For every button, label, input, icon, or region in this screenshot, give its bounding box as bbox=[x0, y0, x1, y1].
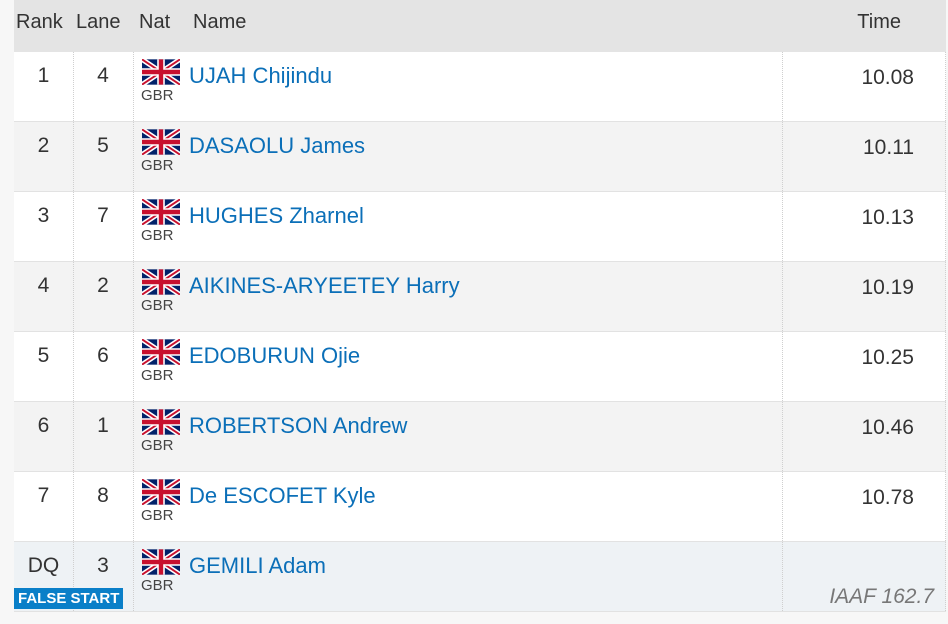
column-divider bbox=[782, 122, 783, 191]
rank: 5 bbox=[37, 344, 50, 367]
column-divider bbox=[782, 52, 783, 121]
athlete-name[interactable]: EDOBURUN Ojie bbox=[189, 343, 361, 368]
column-divider bbox=[945, 52, 946, 121]
column-divider bbox=[133, 122, 134, 191]
column-divider bbox=[782, 402, 783, 471]
column-divider bbox=[782, 262, 783, 331]
status-badge: FALSE START bbox=[14, 588, 124, 609]
column-divider bbox=[945, 542, 946, 611]
time: 10.19 bbox=[861, 276, 914, 299]
time: 10.08 bbox=[861, 66, 914, 89]
rule-note: IAAF 162.7 bbox=[829, 585, 934, 608]
flag-icon bbox=[140, 337, 182, 367]
result-row: 6 1 GBR ROBERTSON Andrew 10.46 bbox=[14, 402, 946, 472]
result-row: 2 5 GBR DASAOLU James 10.11 bbox=[14, 122, 946, 192]
rank: 7 bbox=[37, 484, 50, 507]
nat-code: GBR bbox=[141, 157, 174, 174]
result-row: 4 2 GBR AIKINES-ARYEETEY Harry 10.19 bbox=[14, 262, 946, 332]
nat-code: GBR bbox=[141, 577, 174, 594]
time: 10.46 bbox=[861, 416, 914, 439]
time: 10.13 bbox=[861, 206, 914, 229]
lane: 5 bbox=[97, 134, 109, 157]
column-divider bbox=[73, 52, 74, 121]
athlete-name[interactable]: ROBERTSON Andrew bbox=[189, 413, 408, 438]
column-divider bbox=[73, 192, 74, 261]
athlete-name[interactable]: AIKINES-ARYEETEY Harry bbox=[189, 273, 460, 298]
result-row: DQ 3 GBR GEMILI Adam FALSE START IAAF 162.7 bbox=[14, 542, 946, 612]
time: 10.25 bbox=[861, 346, 914, 369]
column-divider bbox=[73, 262, 74, 331]
athlete-name[interactable]: HUGHES Zharnel bbox=[189, 203, 364, 228]
column-divider bbox=[133, 332, 134, 401]
column-header: Rank bbox=[16, 11, 63, 33]
column-header: Time bbox=[857, 11, 901, 33]
column-header: Nat bbox=[139, 11, 171, 33]
lane: 4 bbox=[97, 64, 109, 87]
column-divider bbox=[73, 402, 74, 471]
result-row: 1 4 GBR UJAH Chijindu 10.08 bbox=[14, 52, 946, 122]
column-divider bbox=[945, 192, 946, 261]
rank: 6 bbox=[37, 414, 50, 437]
lane: 3 bbox=[97, 554, 109, 577]
nat-code: GBR bbox=[141, 227, 174, 244]
column-divider bbox=[133, 52, 134, 121]
athlete-name[interactable]: UJAH Chijindu bbox=[189, 63, 333, 88]
flag-icon bbox=[140, 477, 182, 507]
column-divider bbox=[782, 332, 783, 401]
column-divider bbox=[945, 332, 946, 401]
lane: 7 bbox=[97, 204, 109, 227]
column-divider bbox=[133, 192, 134, 261]
nat-code: GBR bbox=[141, 507, 174, 524]
time: 10.11 bbox=[863, 136, 914, 159]
flag-icon bbox=[140, 547, 182, 577]
flag-icon bbox=[140, 127, 182, 157]
time: 10.78 bbox=[861, 486, 914, 509]
flag-icon bbox=[140, 267, 182, 297]
result-row: 5 6 GBR EDOBURUN Ojie 10.25 bbox=[14, 332, 946, 402]
athlete-name[interactable]: GEMILI Adam bbox=[189, 553, 326, 578]
column-divider bbox=[73, 122, 74, 191]
rank: 3 bbox=[37, 204, 50, 227]
result-row: 3 7 GBR HUGHES Zharnel 10.13 bbox=[14, 192, 946, 262]
rank: 4 bbox=[37, 274, 50, 297]
column-divider bbox=[73, 542, 74, 611]
athlete-name[interactable]: De ESCOFET Kyle bbox=[189, 483, 376, 508]
lane: 6 bbox=[97, 344, 109, 367]
column-divider bbox=[782, 542, 783, 611]
athlete-name[interactable]: DASAOLU James bbox=[189, 133, 366, 158]
rank: 2 bbox=[37, 134, 50, 157]
table-header: Rank Lane Nat Name Time bbox=[14, 0, 946, 52]
rank: DQ bbox=[27, 554, 60, 577]
rank: 1 bbox=[37, 64, 50, 87]
flag-icon bbox=[140, 57, 182, 87]
column-divider bbox=[782, 472, 783, 541]
column-divider bbox=[73, 472, 74, 541]
nat-code: GBR bbox=[141, 297, 174, 314]
column-header: Name bbox=[193, 11, 247, 33]
flag-icon bbox=[140, 407, 182, 437]
result-row: 7 8 GBR De ESCOFET Kyle 10.78 bbox=[14, 472, 946, 542]
lane: 8 bbox=[97, 484, 109, 507]
column-divider bbox=[133, 472, 134, 541]
column-divider bbox=[945, 402, 946, 471]
flag-icon bbox=[140, 197, 182, 227]
column-header: Lane bbox=[76, 11, 121, 33]
lane: 2 bbox=[97, 274, 109, 297]
nat-code: GBR bbox=[141, 87, 174, 104]
column-divider bbox=[945, 122, 946, 191]
lane: 1 bbox=[97, 414, 109, 437]
column-divider bbox=[133, 402, 134, 471]
nat-code: GBR bbox=[141, 367, 174, 384]
results-table: Rank Lane Nat Name Time 1 4 GBR UJAH Chijindu 10… bbox=[14, 0, 946, 612]
column-divider bbox=[73, 332, 74, 401]
nat-code: GBR bbox=[141, 437, 174, 454]
column-divider bbox=[133, 262, 134, 331]
column-divider bbox=[945, 472, 946, 541]
column-divider bbox=[782, 192, 783, 261]
column-divider bbox=[945, 262, 946, 331]
column-divider bbox=[133, 542, 134, 611]
